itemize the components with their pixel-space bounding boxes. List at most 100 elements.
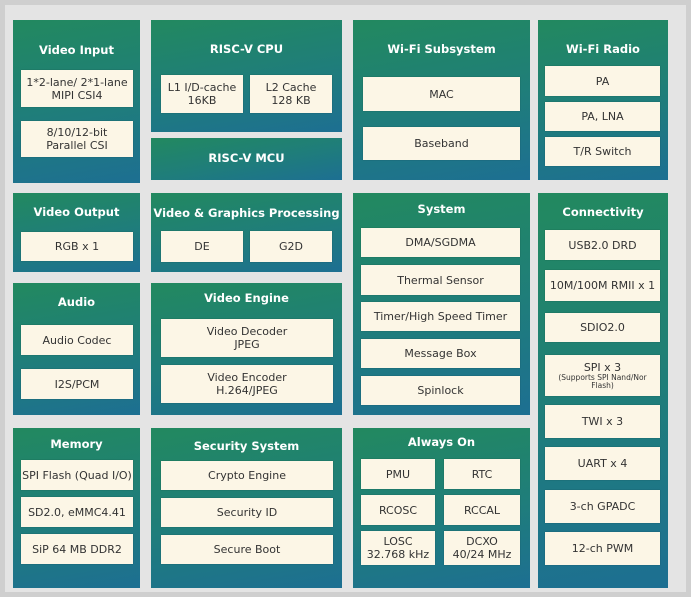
module-label: 16KB: [187, 94, 217, 107]
module-box: Thermal Sensor: [361, 265, 520, 295]
module-label: Crypto Engine: [208, 469, 286, 482]
module-label: 10M/100M RMII x 1: [549, 279, 656, 292]
module-label: PMU: [385, 467, 411, 481]
module-box: RCOSC: [361, 495, 435, 525]
module-label: SPI Flash (Quad I/O): [22, 468, 132, 482]
module-box: SPI Flash (Quad I/O): [21, 460, 133, 490]
module-label: L1 I/D-cache: [167, 81, 237, 94]
module-box: MAC: [363, 77, 520, 111]
module-label: DE: [194, 240, 210, 253]
module-label: 128 KB: [271, 94, 311, 107]
module-label: LOSC: [383, 535, 413, 548]
module-label: PA, LNA: [581, 110, 624, 123]
module-box: SD2.0, eMMC4.41: [21, 497, 133, 527]
module-label: 32.768 kHz: [366, 548, 430, 561]
module-label: Baseband: [414, 137, 469, 150]
module-label: SDIO2.0: [580, 321, 625, 334]
module-label: Thermal Sensor: [397, 273, 484, 287]
module-label: RTC: [471, 467, 493, 481]
module-label: MAC: [429, 87, 454, 101]
module-box: PA: [545, 66, 660, 96]
module-label: RGB x 1: [54, 240, 100, 253]
module-note: Flash): [591, 381, 614, 390]
module-box: Crypto Engine: [161, 461, 333, 490]
module-label: I2S/PCM: [54, 377, 100, 391]
module-label: 8/10/12-bit: [46, 126, 108, 139]
block-title: Memory: [50, 437, 103, 451]
module-note: (Supports SPI Nand/Nor: [558, 373, 647, 382]
module-box: Video Decoder JPEG: [161, 319, 333, 357]
module-label: H.264/JPEG: [216, 384, 278, 397]
module-label: MIPI CSI4: [51, 88, 103, 102]
module-label: DMA/SGDMA: [405, 236, 476, 249]
module-box: Secure Boot: [161, 535, 333, 564]
module-box: PA, LNA: [545, 102, 660, 131]
module-box: L1 I/D-cache 16KB: [161, 75, 243, 113]
block-title: RISC-V MCU: [208, 151, 285, 165]
module-label: 12-ch PWM: [571, 542, 634, 555]
module-box: LOSC 32.768 kHz: [361, 531, 435, 565]
module-box: UART x 4: [545, 447, 660, 480]
module-box: TWI x 3: [545, 405, 660, 438]
module-label: UART x 4: [577, 457, 628, 470]
block-title: System: [417, 202, 466, 216]
block-title: Security System: [193, 439, 300, 453]
module-label: Secure Boot: [213, 543, 281, 556]
module-label: RCCAL: [463, 503, 501, 517]
module-box: DMA/SGDMA: [361, 228, 520, 257]
module-box: Audio Codec: [21, 325, 133, 355]
module-label: 1*2-lane/ 2*1-lane: [26, 75, 128, 89]
module-label: Spinlock: [417, 384, 464, 397]
module-box: SDIO2.0: [545, 313, 660, 342]
module-box: DCXO 40/24 MHz: [444, 531, 520, 565]
module-box: SiP 64 MB DDR2: [21, 534, 133, 564]
module-label: 3-ch GPADC: [569, 500, 636, 513]
module-label: T/R Switch: [573, 145, 632, 158]
module-label: DCXO: [466, 535, 498, 548]
module-label: TWI x 3: [581, 415, 624, 428]
module-label: Video Decoder: [206, 325, 288, 338]
module-box: Video Encoder H.264/JPEG: [161, 365, 333, 403]
module-label: 40/24 MHz: [452, 548, 512, 561]
module-box: USB2.0 DRD: [545, 230, 660, 260]
block-title: Video & Graphics Processing: [153, 206, 340, 220]
block-title: Wi-Fi Radio: [566, 42, 640, 56]
block-title: Video Input: [39, 43, 114, 57]
module-box: SPI x 3 (Supports SPI Nand/Nor Flash): [545, 355, 660, 396]
module-box: G2D: [250, 231, 332, 262]
module-box: Spinlock: [361, 376, 520, 405]
module-box: 12-ch PWM: [545, 532, 660, 565]
module-box: 10M/100M RMII x 1: [545, 270, 660, 301]
module-label: RCOSC: [378, 503, 418, 517]
block-title: Always On: [407, 435, 476, 449]
block-title: Video Engine: [204, 291, 289, 305]
module-label: SD2.0, eMMC4.41: [28, 505, 126, 519]
module-label: G2D: [279, 240, 303, 253]
module-box: RTC: [444, 459, 520, 489]
block-title: Wi-Fi Subsystem: [387, 42, 496, 56]
module-label: SiP 64 MB DDR2: [32, 542, 122, 556]
module-box: 3-ch GPADC: [545, 490, 660, 523]
module-box: Timer/High Speed Timer: [361, 302, 520, 331]
module-label: Video Encoder: [207, 371, 287, 384]
module-label: Timer/High Speed Timer: [373, 310, 508, 323]
module-label: Message Box: [404, 347, 477, 360]
module-box: T/R Switch: [545, 137, 660, 166]
module-label: Audio Codec: [42, 333, 112, 347]
module-box: Message Box: [361, 339, 520, 368]
module-box: L2 Cache 128 KB: [250, 75, 332, 113]
module-label: JPEG: [234, 338, 260, 351]
module-label: PA: [595, 74, 610, 88]
block-title: RISC-V CPU: [209, 42, 284, 56]
module-label: SPI x 3: [583, 361, 622, 374]
module-box: Baseband: [363, 127, 520, 160]
block-title: Audio: [57, 295, 96, 309]
block: RISC-V MCU: [151, 138, 342, 180]
module-label: L2 Cache: [265, 81, 317, 94]
module-box: 1*2-lane/ 2*1-lane MIPI CSI4: [21, 70, 133, 107]
module-label: Parallel CSI: [46, 139, 108, 152]
module-box: 8/10/12-bit Parallel CSI: [21, 121, 133, 157]
module-label: Security ID: [216, 506, 278, 519]
module-box: RGB x 1: [21, 232, 133, 261]
